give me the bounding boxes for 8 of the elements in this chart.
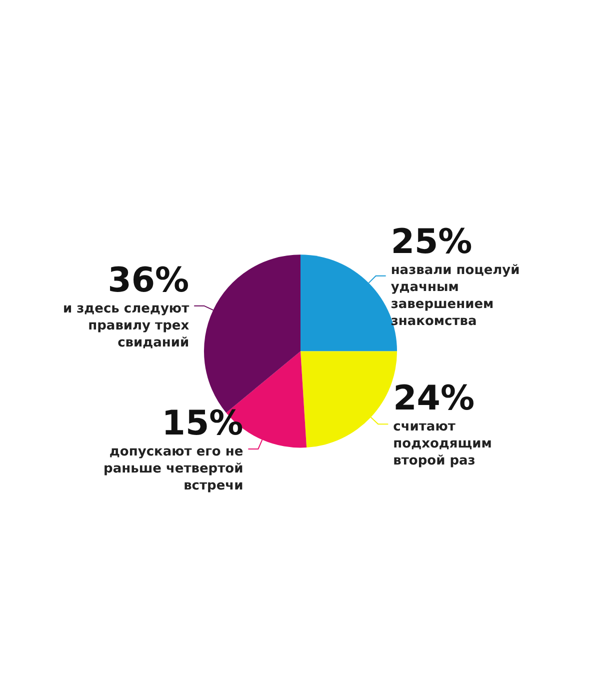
slice-label: допускают его не раньше четвертой встречи	[104, 444, 244, 494]
slice-label: считают подходящим второй раз	[393, 420, 492, 469]
slice-label: и здесь следуют правилу трех свиданий	[62, 301, 190, 350]
slice-label: назвали поцелуй удачным завершением знакомства	[390, 262, 520, 329]
data-label: 36%	[108, 260, 190, 300]
data-label: 25%	[390, 222, 472, 262]
data-label: 24%	[393, 378, 475, 419]
data-label: 15%	[162, 403, 244, 444]
